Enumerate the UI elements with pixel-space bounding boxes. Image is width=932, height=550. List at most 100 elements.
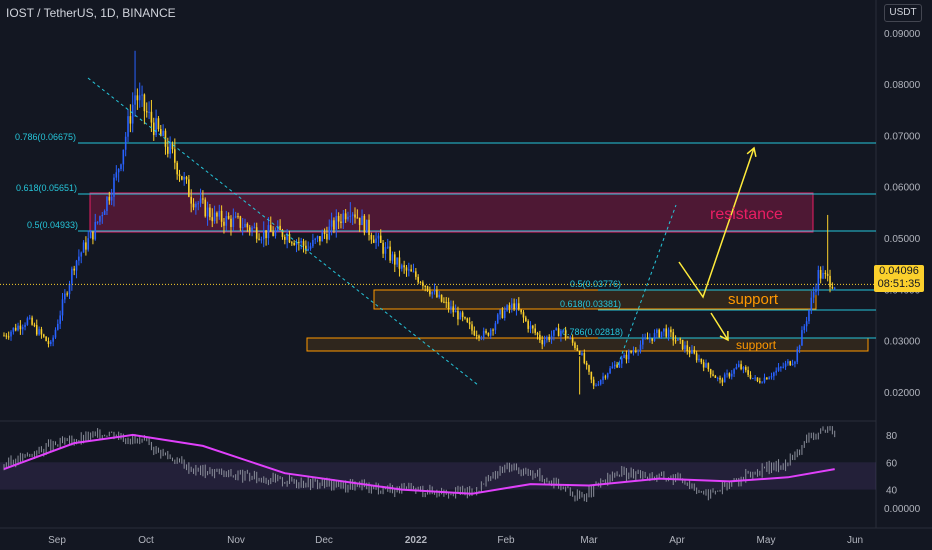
candle-body xyxy=(560,330,562,337)
candle-body xyxy=(644,337,646,339)
candle-body xyxy=(735,366,738,370)
candle-body xyxy=(7,336,10,338)
candle-body xyxy=(543,340,546,345)
zone-label: support xyxy=(728,291,779,308)
candle-body xyxy=(766,377,768,380)
candle-body xyxy=(244,223,246,228)
candle-body xyxy=(773,372,775,377)
time-tick-label: Oct xyxy=(138,535,154,546)
candle-body xyxy=(124,136,127,150)
last-price-value: 0.04096 xyxy=(879,265,919,277)
candle-body xyxy=(688,350,691,354)
candle-body xyxy=(162,130,164,137)
candle-body xyxy=(642,338,644,345)
candle-body xyxy=(267,225,270,239)
candle-body xyxy=(61,299,64,316)
candle-body xyxy=(782,366,785,368)
candle-body xyxy=(726,373,728,375)
candle-body xyxy=(370,235,373,240)
candle-body xyxy=(253,227,256,229)
candle-body xyxy=(639,344,642,351)
time-axis[interactable]: Sep Oct Nov Dec 2022 Feb Mar Apr May Jun xyxy=(48,535,863,546)
candle-body xyxy=(417,276,419,283)
candle-body xyxy=(10,331,12,337)
last-price-countdown: 08:51:35 xyxy=(877,278,921,290)
candle-body xyxy=(691,349,693,354)
candle-body xyxy=(42,334,45,337)
candle-body xyxy=(108,196,111,201)
candle-body xyxy=(506,305,508,311)
candle-body xyxy=(57,323,59,330)
candle-body xyxy=(546,336,548,341)
candle-body xyxy=(33,324,36,326)
candle-body xyxy=(335,216,338,230)
candle-body xyxy=(31,317,33,325)
candle-body xyxy=(630,351,632,353)
fib-label: 0.786(0.02818) xyxy=(562,327,623,337)
candle-body xyxy=(73,268,75,271)
candle-body xyxy=(45,336,47,342)
candle-body xyxy=(213,212,216,222)
price-tick-label: 0.05000 xyxy=(884,234,921,245)
candle-body xyxy=(220,210,223,222)
candle-body xyxy=(733,369,735,374)
candle-body xyxy=(47,341,50,344)
candle-body xyxy=(92,231,94,240)
candle-body xyxy=(415,271,417,277)
candle-body xyxy=(798,345,801,350)
candle-body xyxy=(431,291,434,295)
candle-body xyxy=(326,233,328,240)
candle-body xyxy=(188,179,190,197)
candle-body xyxy=(393,254,396,265)
candle-body xyxy=(452,306,455,313)
candle-body xyxy=(391,254,394,261)
candle-body xyxy=(660,331,663,338)
candle-body xyxy=(775,370,777,373)
candle-body xyxy=(695,353,698,361)
candle-body xyxy=(78,256,80,261)
candle-body xyxy=(548,336,551,340)
candle-body xyxy=(347,216,349,220)
candle-body xyxy=(635,350,637,352)
candle-body xyxy=(742,367,745,370)
candle-body xyxy=(195,203,197,208)
candle-body xyxy=(473,330,476,336)
candles-layer[interactable] xyxy=(3,50,836,395)
candle-body xyxy=(227,216,230,219)
candle-body xyxy=(223,221,225,226)
symbol-label[interactable]: IOST / TetherUS, 1D, BINANCE xyxy=(6,6,176,20)
fib-label: 0.5(0.03776) xyxy=(570,279,621,289)
candle-body xyxy=(115,172,118,178)
candle-body xyxy=(54,329,57,338)
candle-body xyxy=(674,340,677,342)
price-axis[interactable]: 0.090000.080000.070000.060000.050000.040… xyxy=(884,29,921,515)
candle-body xyxy=(557,328,560,337)
candle-body xyxy=(103,210,106,215)
candle-body xyxy=(138,95,141,101)
candle-body xyxy=(709,369,712,375)
candle-body xyxy=(176,162,178,175)
candle-body xyxy=(85,242,87,250)
candle-body xyxy=(321,232,324,242)
candle-body xyxy=(422,282,424,286)
candle-body xyxy=(555,328,558,331)
candle-body xyxy=(796,349,799,362)
candle-body xyxy=(784,363,787,367)
rsi-pane[interactable] xyxy=(0,425,876,502)
rsi-signal-line xyxy=(3,433,835,495)
candle-body xyxy=(314,238,317,240)
time-tick-label: Jun xyxy=(847,535,863,546)
candle-body xyxy=(110,196,113,201)
candle-body xyxy=(824,272,827,274)
candle-body xyxy=(707,363,710,370)
time-tick-label: Feb xyxy=(497,535,515,546)
axis-unit-badge[interactable]: USDT xyxy=(884,4,922,22)
candle-body xyxy=(728,373,731,377)
candle-body xyxy=(356,217,359,219)
candle-body xyxy=(295,241,298,245)
candle-body xyxy=(145,111,148,113)
candle-body xyxy=(17,325,19,331)
candle-body xyxy=(480,337,483,339)
candle-body xyxy=(599,380,602,385)
